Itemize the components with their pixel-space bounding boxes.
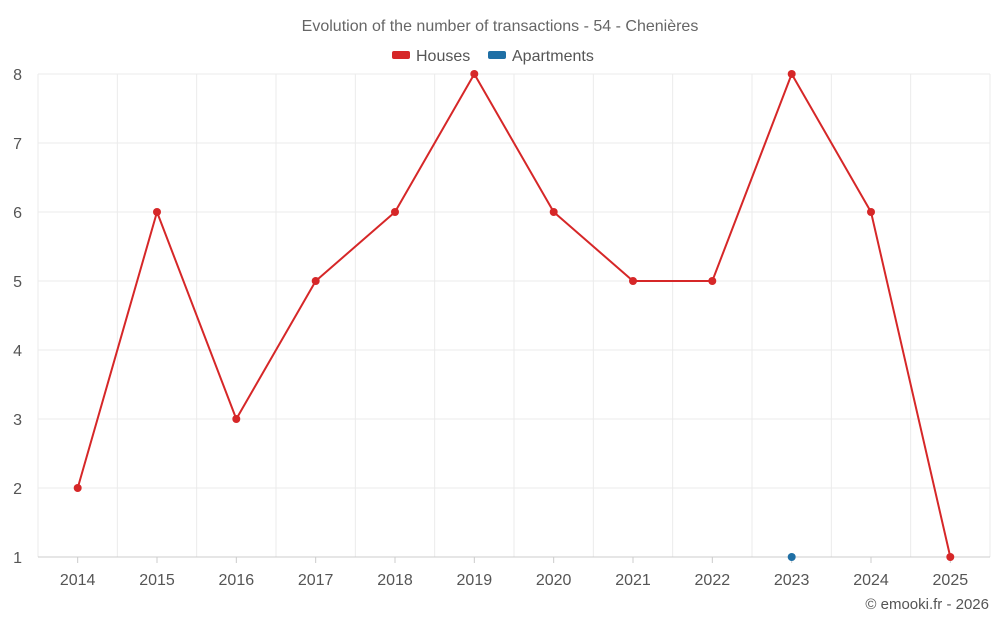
legend-swatch-houses [392,51,410,59]
legend-item-apartments[interactable]: Apartments [488,48,594,65]
x-tick-label: 2019 [457,572,493,589]
legend: Houses Apartments [392,48,594,65]
data-point-houses[interactable] [391,208,399,216]
data-point-houses[interactable] [311,277,320,285]
data-point-houses[interactable] [946,553,955,561]
series-line-houses [76,73,952,558]
legend-swatch-apartments [488,51,506,59]
y-tick-label: 8 [13,67,22,84]
legend-label-apartments: Apartments [512,48,594,65]
data-point-houses[interactable] [549,208,558,216]
x-tick-label: 2022 [695,572,731,589]
y-tick-label: 2 [13,481,22,498]
x-tick-label: 2025 [933,572,969,589]
x-tick-label: 2024 [853,572,889,589]
y-tick-label: 7 [13,136,22,153]
x-tick-label: 2021 [615,572,651,589]
x-tick-label: 2020 [536,572,572,589]
data-point-houses[interactable] [867,208,875,216]
x-tick-label: 2017 [298,572,334,589]
legend-label-houses: Houses [416,48,470,65]
legend-item-houses[interactable]: Houses [392,48,470,65]
y-tick-label: 4 [13,343,22,360]
data-point-apartments[interactable] [787,553,796,561]
y-tick-label: 3 [13,412,22,429]
axes: 1 2 3 4 5 6 7 8 2014 2015 2016 2017 2018 2019 2020 2021… [13,67,990,589]
credit-text: © emooki.fr - 2026 [865,596,989,613]
x-tick-label: 2018 [377,572,413,589]
y-tick-label: 1 [13,550,22,567]
data-point-houses[interactable] [708,277,717,285]
x-tick-label: 2015 [139,572,175,589]
data-point-houses[interactable] [73,484,82,492]
y-tick-label: 5 [13,274,22,291]
series [76,73,952,558]
x-tick-label: 2016 [219,572,255,589]
y-tick-label: 6 [13,205,22,222]
grid [37,73,991,557]
x-tick-label: 2023 [774,572,810,589]
data-point-houses[interactable] [153,208,161,216]
data-point-houses[interactable] [232,415,241,423]
data-point-houses[interactable] [787,70,796,78]
data-point-houses[interactable] [470,70,479,78]
data-point-houses[interactable] [629,277,637,285]
data-points [73,70,955,561]
x-tick-label: 2014 [60,572,96,589]
chart-title: Evolution of the number of transactions … [302,18,699,35]
